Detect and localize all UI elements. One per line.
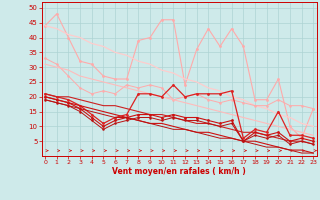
X-axis label: Vent moyen/en rafales ( km/h ): Vent moyen/en rafales ( km/h ) [112,167,246,176]
